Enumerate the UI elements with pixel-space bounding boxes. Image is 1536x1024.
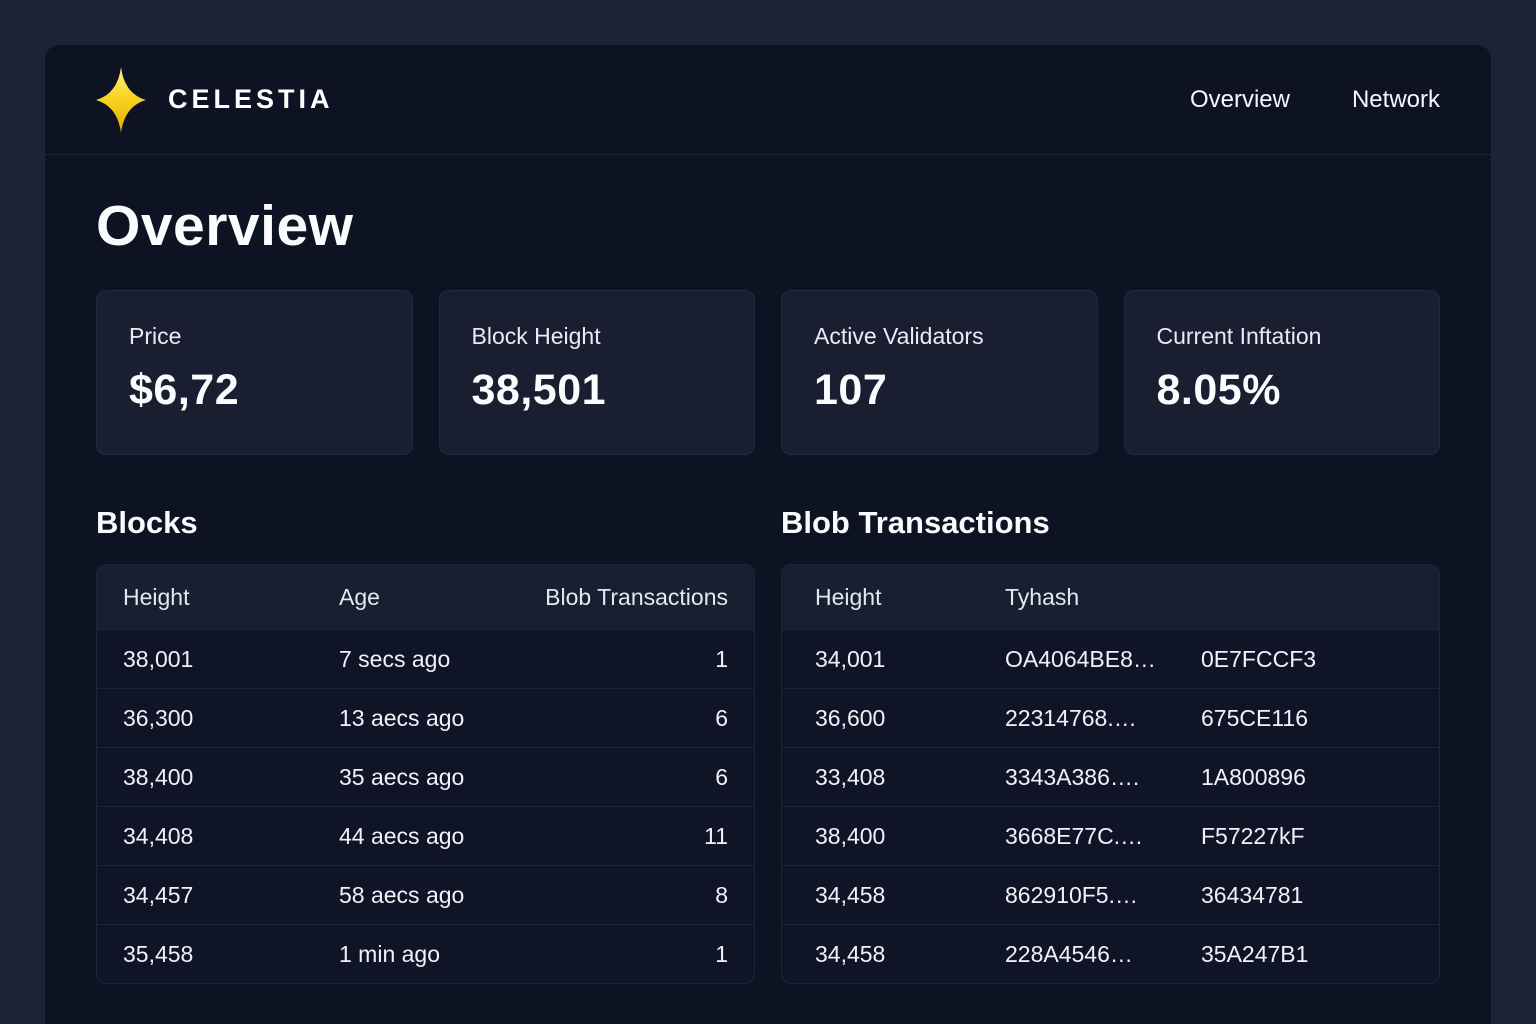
block-age-cell: 13 aecs ago	[339, 704, 465, 731]
blob-tx-hash-cell: 22314768.…	[1005, 704, 1137, 731]
stat-card: Price $6,72	[96, 290, 413, 455]
blob-tx-hash2-cell: 1A800896	[1201, 763, 1306, 790]
stat-cards: Price $6,72 Block Height 38,501 Active V…	[96, 290, 1440, 455]
column-header-height: Height	[123, 583, 190, 610]
block-height-cell: 38,001	[123, 645, 194, 672]
stat-value: 8.05%	[1156, 366, 1281, 414]
block-blob-count-cell: 11	[704, 822, 728, 849]
main-panel: CELESTIA Overview Network Overview Price…	[45, 45, 1491, 1024]
blob-transactions-table-header: Height Tyhash	[782, 565, 1439, 629]
block-age-cell: 35 aecs ago	[339, 763, 465, 790]
block-blob-count-cell: 6	[715, 704, 728, 731]
stat-label: Block Height	[471, 323, 601, 349]
brand-name: CELESTIA	[168, 84, 334, 114]
column-header-height: Height	[815, 583, 882, 610]
block-blob-count-cell: 6	[715, 763, 728, 790]
block-age-cell: 7 secs ago	[339, 645, 451, 672]
table-row[interactable]: 34,458 228A4546… 35A247B1	[782, 924, 1439, 983]
block-height-cell: 35,458	[123, 940, 194, 967]
block-height-cell: 34,457	[123, 881, 194, 908]
nav-item-overview[interactable]: Overview	[1189, 85, 1290, 113]
block-blob-count-cell: 8	[715, 881, 728, 908]
blob-tx-hash-cell: 3343A386….	[1005, 763, 1140, 790]
table-row[interactable]: 36,600 22314768.… 675CE116	[782, 688, 1439, 747]
blob-transactions-table-body: 34,001 OA4064BE8… 0E7FCCF3 36,600 223147…	[782, 629, 1439, 983]
blocks-section-title: Blocks	[96, 505, 198, 540]
blob-tx-height-cell: 38,400	[815, 822, 886, 849]
block-height-cell: 34,408	[123, 822, 194, 849]
blocks-table-body: 38,001 7 secs ago 1 36,300 13 aecs ago 6	[97, 629, 754, 983]
blob-tx-hash2-cell: 0E7FCCF3	[1201, 645, 1317, 672]
table-row[interactable]: 34,458 862910F5.… 36434781	[782, 865, 1439, 924]
blocks-section: Blocks Height Age Blob Transactions 38,0…	[96, 505, 755, 984]
blob-tx-hash-cell: 228A4546…	[1005, 940, 1133, 967]
blob-tx-hash-cell: OA4064BE8…	[1005, 645, 1156, 672]
block-age-cell: 44 aecs ago	[339, 822, 465, 849]
app-header: CELESTIA Overview Network	[45, 45, 1491, 155]
table-row[interactable]: 33,408 3343A386…. 1A800896	[782, 747, 1439, 806]
column-header-age: Age	[339, 583, 380, 610]
stat-card: Current Inftation 8.05%	[1123, 290, 1440, 455]
block-height-cell: 36,300	[123, 704, 194, 731]
table-row[interactable]: 36,300 13 aecs ago 6	[97, 688, 754, 747]
block-blob-count-cell: 1	[715, 645, 728, 672]
nav-item-network[interactable]: Network	[1351, 85, 1440, 113]
page-content: Overview Price $6,72 Block Height 38,501…	[45, 155, 1491, 984]
table-row[interactable]: 34,001 OA4064BE8… 0E7FCCF3	[782, 629, 1439, 688]
table-row[interactable]: 38,400 3668E77C.… F57227kF	[782, 806, 1439, 865]
blob-transactions-section: Blob Transactions Height Tyhash 34,001 O…	[781, 505, 1440, 984]
table-row[interactable]: 34,457 58 aecs ago 8	[97, 865, 754, 924]
block-age-cell: 58 aecs ago	[339, 881, 465, 908]
blob-tx-height-cell: 33,408	[815, 763, 886, 790]
blob-tx-hash-cell: 3668E77C.…	[1005, 822, 1144, 849]
column-header-blob-transactions: Blob Transactions	[545, 583, 728, 610]
blob-tx-hash-cell: 862910F5.…	[1005, 881, 1138, 908]
blob-tx-height-cell: 36,600	[815, 704, 886, 731]
stat-card: Active Validators 107	[781, 290, 1098, 455]
stat-label: Price	[129, 323, 182, 349]
tables-section: Blocks Height Age Blob Transactions 38,0…	[96, 505, 1440, 984]
stat-value: $6,72	[129, 366, 240, 414]
table-row[interactable]: 34,408 44 aecs ago 11	[97, 806, 754, 865]
stat-value: 107	[814, 366, 888, 414]
block-blob-count-cell: 1	[715, 940, 728, 967]
page-title: Overview	[96, 194, 354, 258]
stat-label: Active Validators	[814, 323, 984, 349]
blocks-table-header: Height Age Blob Transactions	[97, 565, 754, 629]
blob-tx-hash2-cell: 35A247B1	[1201, 940, 1309, 967]
blob-tx-height-cell: 34,001	[815, 645, 886, 672]
stat-label: Current Inftation	[1156, 323, 1322, 349]
brand[interactable]: CELESTIA	[96, 66, 334, 133]
block-age-cell: 1 min ago	[339, 940, 441, 967]
blob-tx-height-cell: 34,458	[815, 881, 886, 908]
blob-tx-height-cell: 34,458	[815, 940, 886, 967]
table-row[interactable]: 38,400 35 aecs ago 6	[97, 747, 754, 806]
top-nav: Overview Network	[1190, 86, 1440, 114]
blocks-table: Height Age Blob Transactions 38,001 7 se…	[96, 564, 755, 984]
column-header-tyhash: Tyhash	[1005, 583, 1080, 610]
blob-transactions-table: Height Tyhash 34,001 OA4064BE8… 0E7FCCF3	[781, 564, 1440, 984]
blob-tx-hash2-cell: 675CE116	[1201, 704, 1308, 731]
block-height-cell: 38,400	[123, 763, 194, 790]
blob-tx-hash2-cell: 36434781	[1201, 881, 1304, 908]
stat-card: Block Height 38,501	[438, 290, 755, 455]
celestia-star-icon	[96, 66, 146, 133]
table-row[interactable]: 35,458 1 min ago 1	[97, 924, 754, 983]
blob-tx-hash2-cell: F57227kF	[1201, 822, 1305, 849]
blob-transactions-section-title: Blob Transactions	[781, 505, 1050, 540]
stat-value: 38,501	[471, 366, 607, 414]
table-row[interactable]: 38,001 7 secs ago 1	[97, 629, 754, 688]
